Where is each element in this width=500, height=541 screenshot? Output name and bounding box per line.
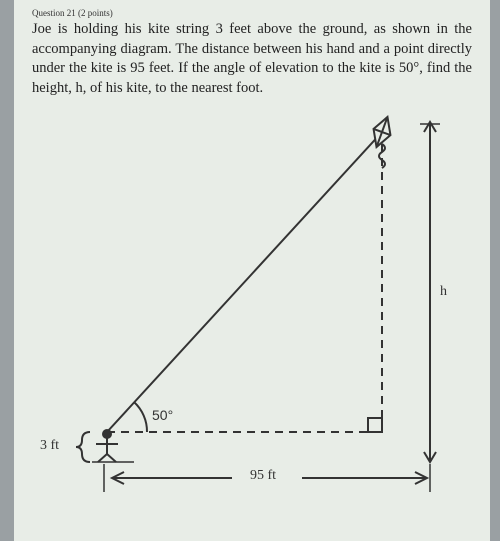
handle-height-label: 3 ft	[40, 438, 59, 454]
height-label: h	[440, 284, 447, 300]
question-header: Question 21 (2 points)	[32, 8, 472, 18]
base-distance-label: 95 ft	[250, 468, 276, 484]
angle-label: 50°	[152, 407, 173, 423]
problem-text: Joe is holding his kite string 3 feet ab…	[32, 20, 472, 98]
page: Question 21 (2 points) Joe is holding hi…	[14, 0, 490, 541]
kite-diagram: 50° 3 ft 95 ft h	[32, 104, 472, 504]
